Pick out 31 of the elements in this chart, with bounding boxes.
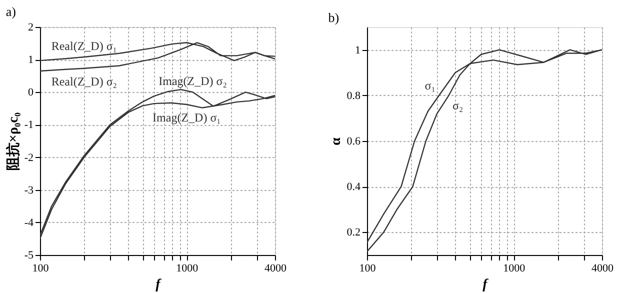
y-tick-label: -1 bbox=[24, 119, 34, 132]
x-tick-label: 4000 bbox=[592, 262, 614, 274]
y-tick-label: -5 bbox=[24, 250, 34, 262]
y-tick-label: 0.6 bbox=[346, 136, 361, 148]
y-axis-title: 阻抗×ρ₀c₀ bbox=[5, 112, 22, 171]
y-tick-label: -2 bbox=[24, 152, 34, 164]
x-axis-title: f bbox=[482, 278, 489, 292]
x-tick-label: 4000 bbox=[264, 262, 287, 274]
y-tick-label: -3 bbox=[24, 184, 34, 196]
y-tick-label: -4 bbox=[24, 216, 34, 229]
y-tick-label: 0.4 bbox=[346, 181, 361, 194]
series-label: Real(Z_D) σ₁ bbox=[51, 38, 117, 53]
y-tick-label: 0.2 bbox=[346, 226, 360, 239]
chart-title: b) bbox=[328, 10, 340, 25]
series-label: Imag(Z_D) σ₁ bbox=[152, 110, 221, 125]
y-axis-title: α bbox=[328, 137, 344, 146]
series-label: σ₁ bbox=[424, 78, 436, 92]
x-axis-title: f bbox=[156, 278, 162, 292]
chart-title: a) bbox=[6, 4, 16, 19]
y-tick-label: 0 bbox=[28, 86, 34, 99]
y-tick-label: 1 bbox=[355, 44, 360, 56]
x-tick-label: 1000 bbox=[503, 262, 526, 274]
x-tick-label: 100 bbox=[359, 262, 376, 274]
y-tick-label: 0.8 bbox=[346, 90, 361, 102]
x-tick-label: 1000 bbox=[176, 262, 199, 274]
x-tick-label: 100 bbox=[32, 262, 50, 274]
y-tick-label: 1 bbox=[28, 54, 34, 66]
series-label: Imag(Z_D) σ₂ bbox=[158, 74, 227, 88]
series-label: σ₂ bbox=[452, 98, 464, 112]
series-label: Real(Z_D) σ₂ bbox=[51, 74, 117, 88]
y-tick-label: 2 bbox=[28, 22, 34, 34]
